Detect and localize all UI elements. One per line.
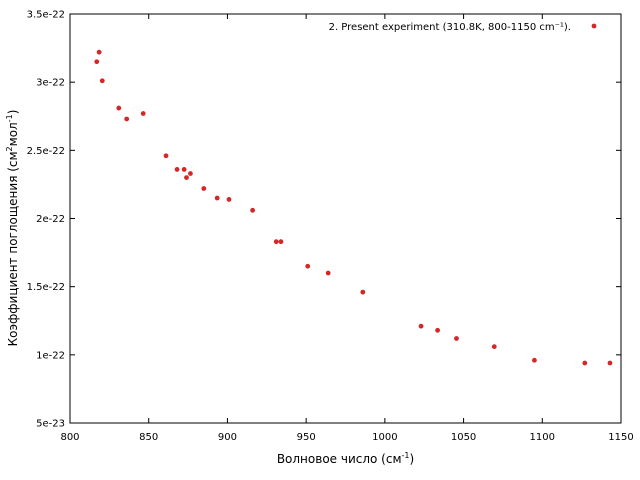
data-point xyxy=(174,167,180,172)
data-point xyxy=(278,239,284,245)
y-tick-label: 3.5e-22 xyxy=(27,10,65,21)
data-point xyxy=(325,270,331,276)
data-point xyxy=(214,195,220,201)
data-point xyxy=(607,360,613,366)
data-point xyxy=(99,78,105,84)
data-point xyxy=(273,239,279,245)
data-point xyxy=(188,171,193,176)
x-axis-ticks: 800 850 900 950 1000 1050 1100 1150 xyxy=(60,14,634,443)
y-tick-label: 1.5e-22 xyxy=(27,282,65,293)
data-point xyxy=(226,197,232,202)
x-tick-label: 1000 xyxy=(372,432,397,443)
x-tick-label: 1150 xyxy=(608,432,633,443)
x-tick-label: 1100 xyxy=(530,432,555,443)
x-tick-label: 950 xyxy=(297,432,316,443)
legend-label: 2. Present experiment (310.8K, 800-1150 … xyxy=(329,22,571,33)
y-tick-label: 2.5e-22 xyxy=(27,146,65,157)
y-tick-label: 3e-22 xyxy=(36,78,65,89)
y-tick-label: 2e-22 xyxy=(36,214,65,225)
y-axis-title: Коэффициент поглощения (см2мол-1) xyxy=(5,110,20,347)
data-point xyxy=(124,116,130,122)
plot-frame xyxy=(69,13,622,424)
data-point xyxy=(163,153,169,159)
data-point xyxy=(140,111,146,116)
x-tick-label: 1050 xyxy=(451,432,476,443)
y-axis-ticks: 5e-23 1e-22 1.5e-22 2e-22 2.5e-22 3e-22 3.5e-2… xyxy=(27,10,621,430)
data-point xyxy=(418,323,424,329)
legend-marker xyxy=(591,23,597,29)
x-tick-label: 850 xyxy=(139,432,158,443)
data-point xyxy=(305,263,311,269)
y-tick-label: 1e-22 xyxy=(36,350,65,361)
data-points xyxy=(94,49,613,366)
x-tick-label: 800 xyxy=(60,432,79,443)
data-point xyxy=(116,105,122,111)
data-point xyxy=(96,49,102,55)
data-point xyxy=(181,167,187,172)
data-point xyxy=(360,289,366,295)
x-axis-title: Волновое число (см-1) xyxy=(277,451,414,466)
data-point xyxy=(435,327,440,333)
x-tick-label: 900 xyxy=(218,432,237,443)
data-point xyxy=(491,344,497,350)
data-point xyxy=(201,186,207,191)
data-point xyxy=(184,175,189,181)
data-point xyxy=(454,336,459,341)
legend: 2. Present experiment (310.8K, 800-1150 … xyxy=(329,22,597,33)
y-tick-label: 5e-23 xyxy=(36,419,65,430)
data-point xyxy=(582,360,588,366)
data-point xyxy=(250,207,256,213)
data-point xyxy=(532,357,537,363)
data-point xyxy=(94,59,100,65)
